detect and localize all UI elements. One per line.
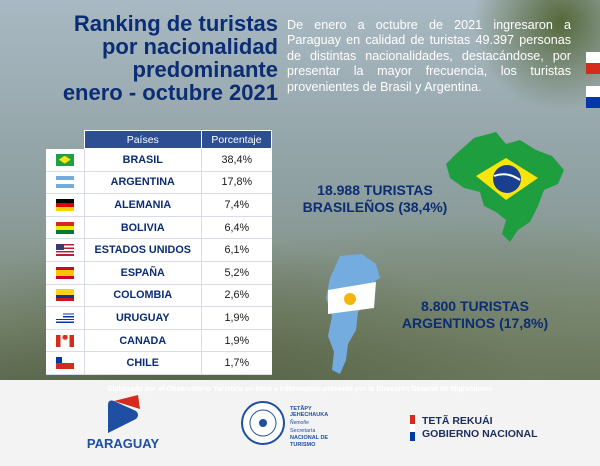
colombia-flag-icon (55, 289, 74, 302)
ranking-table: Países Porcentaje BRASIL 38,4% ARGENTINA 1… (46, 130, 272, 375)
table-row: COLOMBIA 2,6% (46, 284, 272, 308)
gobierno-line1: TETÃ REKUÁI (422, 415, 493, 427)
country-percentage: 1,9% (201, 306, 272, 330)
table-row: ARGENTINA 17,8% (46, 171, 272, 195)
paraguay-flag-strip-top (586, 52, 600, 74)
country-percentage: 5,2% (201, 261, 272, 285)
senatur-line1: TETÃPY JEHECHAUKA (290, 406, 328, 418)
title-line: enero - octubre 2021 (62, 80, 278, 105)
title-line: Ranking de turistas (73, 11, 278, 36)
country-percentage: 38,4% (201, 148, 272, 172)
paraguay-flag-strip-bottom (586, 86, 600, 108)
uruguay-flag-icon (55, 312, 74, 325)
senatur-line2: Secretaría (290, 428, 316, 434)
country-name: ESPAÑA (83, 261, 202, 285)
column-header-countries: Países (83, 130, 202, 149)
country-name: COLOMBIA (83, 284, 202, 308)
senatur-line4: TURISMO (290, 442, 316, 448)
country-percentage: 6,1% (201, 238, 272, 262)
argentina-callout-line: ARGENTINOS (17,8%) (401, 315, 549, 331)
table-row: ESTADOS UNIDOS 6,1% (46, 238, 272, 262)
table-row: CHILE 1,7% (46, 351, 272, 375)
flag-column-header (46, 131, 84, 149)
bolivia-flag-icon (55, 221, 74, 234)
canada-flag-icon (55, 334, 74, 347)
national-seal-icon (241, 401, 285, 445)
country-percentage: 1,7% (201, 351, 272, 375)
brasil-callout: 18.988 TURISTAS BRASILEÑOS (38,4%) (300, 182, 450, 216)
source-note: Elaborado por el Observatorio Turístico … (107, 384, 493, 393)
paraguay-flag-bars-icon (410, 415, 415, 441)
gobierno-nacional-logo: TETÃ REKUÁI GOBIERNO NACIONAL (410, 413, 550, 443)
country-name: BRASIL (83, 148, 202, 172)
table-row: ESPAÑA 5,2% (46, 261, 272, 285)
country-name: CANADA (83, 329, 202, 353)
brazil-map-icon (446, 132, 564, 242)
title-line: predominante (132, 57, 278, 82)
footer-bar (0, 380, 600, 466)
paraguay-brand-icon (108, 395, 140, 433)
brazil-flag-icon (55, 153, 74, 166)
brasil-callout-line: BRASILEÑOS (38,4%) (302, 199, 448, 215)
usa-flag-icon (55, 244, 74, 257)
argentina-map-icon (326, 254, 380, 374)
table-row: BOLIVIA 6,4% (46, 216, 272, 240)
page-title: Ranking de turistas por nacionalidad pre… (40, 12, 278, 104)
country-name: CHILE (83, 351, 202, 375)
germany-flag-icon (55, 199, 74, 212)
intro-paragraph: De enero a octubre de 2021 ingresaron a … (287, 18, 571, 94)
country-name: ALEMANIA (83, 193, 202, 217)
table-row: ALEMANIA 7,4% (46, 193, 272, 217)
background-foliage (470, 0, 600, 110)
country-name: ARGENTINA (83, 171, 202, 195)
argentina-callout: 8.800 TURISTAS ARGENTINOS (17,8%) (395, 298, 555, 332)
paraguay-logo: PARAGUAY (78, 395, 168, 457)
country-name: ESTADOS UNIDOS (83, 238, 202, 262)
senatur-line3: NACIONAL DE (290, 435, 329, 441)
country-percentage: 7,4% (201, 193, 272, 217)
spain-flag-icon (55, 266, 74, 279)
country-percentage: 6,4% (201, 216, 272, 240)
brasil-callout-line: 18.988 TURISTAS (317, 182, 433, 198)
paraguay-logo-text: PARAGUAY (86, 436, 160, 451)
country-percentage: 2,6% (201, 284, 272, 308)
senatur-line1a: TETÃPY (290, 406, 312, 412)
senatur-line1b: JEHECHAUKA (290, 412, 329, 418)
senatur-line1c: Ñemoñe (290, 420, 309, 426)
country-name: URUGUAY (83, 306, 202, 330)
senatur-logo: TETÃPY JEHECHAUKA Ñemoñe Secretaría NACIO… (240, 398, 350, 454)
argentina-flag-icon (55, 176, 74, 189)
column-header-percentage: Porcentaje (201, 130, 272, 149)
title-line: por nacionalidad (101, 34, 278, 59)
country-percentage: 1,9% (201, 329, 272, 353)
argentina-callout-line: 8.800 TURISTAS (421, 298, 529, 314)
gobierno-line2: GOBIERNO NACIONAL (422, 428, 538, 440)
chile-flag-icon (55, 357, 74, 370)
table-header-row: Países Porcentaje (46, 130, 272, 149)
country-name: BOLIVIA (83, 216, 202, 240)
country-percentage: 17,8% (201, 171, 272, 195)
table-row: URUGUAY 1,9% (46, 306, 272, 330)
table-row: BRASIL 38,4% (46, 148, 272, 172)
